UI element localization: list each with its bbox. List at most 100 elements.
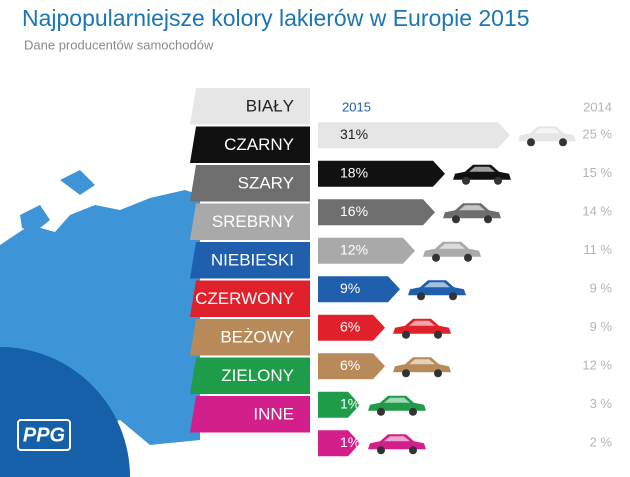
car-wheel [527, 138, 535, 147]
category-label: CZARNY [224, 135, 294, 154]
category-label: CZERWONY [195, 289, 294, 308]
car-body [423, 241, 481, 257]
legend-2014: 2014 [583, 99, 612, 114]
car-body [518, 126, 576, 142]
category-box [190, 357, 310, 394]
category-box [190, 165, 310, 202]
car-window [459, 205, 485, 211]
car-wheel [464, 253, 472, 262]
car-wheel [559, 138, 567, 147]
category-label: SREBRNY [212, 212, 294, 231]
car-icon [443, 203, 501, 224]
category-box [190, 396, 310, 433]
car-icon [368, 434, 426, 455]
value-label: 12% [340, 241, 368, 257]
previous-value-label: 25 % [582, 127, 612, 142]
car-wheel [484, 215, 492, 224]
category-label: INNE [253, 405, 294, 424]
car-icon [518, 126, 576, 147]
car-wheel [402, 330, 410, 339]
car-wheel [417, 292, 425, 301]
value-label: 6% [340, 357, 360, 373]
car-wheel [402, 369, 410, 378]
category-label: BEŻOWY [220, 328, 294, 347]
logo-background [0, 347, 130, 477]
value-arrow [318, 353, 385, 380]
car-wheel [377, 407, 385, 416]
car-body [408, 280, 466, 296]
category-box [190, 126, 310, 163]
category-label: BIAŁY [246, 97, 294, 116]
value-arrow [318, 314, 385, 341]
value-label: 1% [340, 434, 360, 450]
value-arrow [318, 430, 360, 457]
car-window [424, 282, 450, 288]
car-wheel [434, 330, 442, 339]
value-label: 31% [340, 126, 368, 142]
car-icon [423, 241, 481, 262]
logo-frame [17, 419, 71, 451]
category-label: ZIELONY [221, 366, 294, 385]
category-box [190, 203, 310, 240]
previous-value-label: 9 % [590, 319, 613, 334]
car-window [409, 359, 435, 365]
car-window [439, 243, 465, 249]
category-box [190, 88, 310, 125]
logo: PPG [23, 424, 65, 446]
car-window [384, 397, 410, 403]
map-shape [60, 170, 95, 195]
previous-value-label: 3 % [590, 396, 613, 411]
value-arrow [318, 199, 435, 226]
car-wheel [452, 215, 460, 224]
category-box [190, 280, 310, 317]
value-label: 18% [340, 164, 368, 180]
car-wheel [449, 292, 457, 301]
category-box [190, 319, 310, 356]
value-label: 16% [340, 203, 368, 219]
value-arrow [318, 122, 510, 149]
previous-value-label: 2 % [590, 435, 613, 450]
category-label: SZARY [238, 174, 294, 193]
category-label: NIEBIESKI [211, 251, 294, 270]
previous-value-label: 12 % [582, 358, 612, 373]
value-label: 6% [340, 318, 360, 334]
car-window [534, 128, 560, 134]
legend-2015: 2015 [342, 99, 371, 114]
car-icon [453, 164, 511, 185]
car-body [453, 164, 511, 180]
value-arrow [318, 276, 400, 303]
previous-value-label: 14 % [582, 204, 612, 219]
previous-value-label: 9 % [590, 281, 613, 296]
car-icon [393, 357, 451, 378]
car-body [393, 357, 451, 373]
car-icon [368, 395, 426, 416]
car-icon [408, 280, 466, 301]
car-wheel [434, 369, 442, 378]
category-box [190, 242, 310, 279]
value-label: 1% [340, 395, 360, 411]
car-window [469, 166, 495, 172]
car-wheel [377, 446, 385, 455]
car-body [368, 434, 426, 450]
value-label: 9% [340, 280, 360, 296]
car-wheel [462, 176, 470, 185]
car-body [443, 203, 501, 219]
value-arrow [318, 237, 415, 264]
car-window [384, 436, 410, 442]
value-arrow [318, 391, 360, 418]
chart-title: Najpopularniejsze kolory lakierów w Euro… [22, 5, 530, 31]
previous-value-label: 11 % [583, 242, 612, 257]
car-wheel [432, 253, 440, 262]
car-window [409, 320, 435, 326]
car-wheel [494, 176, 502, 185]
car-wheel [409, 446, 417, 455]
map-shape [20, 205, 50, 232]
car-icon [393, 318, 451, 339]
previous-value-label: 15 % [582, 165, 612, 180]
car-body [368, 395, 426, 411]
car-body [393, 318, 451, 334]
car-wheel [409, 407, 417, 416]
chart-subtitle: Dane producentów samochodów [24, 37, 214, 52]
value-arrow [318, 160, 445, 187]
